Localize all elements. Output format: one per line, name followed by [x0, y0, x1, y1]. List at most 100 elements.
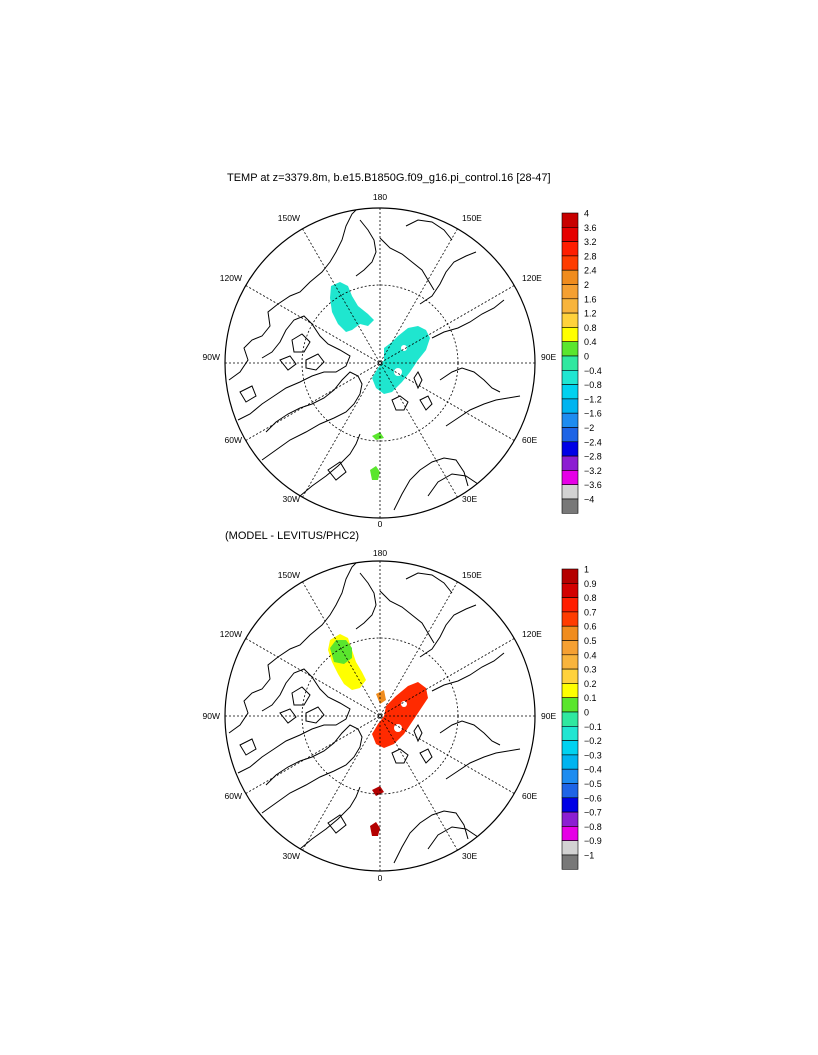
colorbar-label: 0.9 — [584, 579, 597, 589]
colorbar-swatch — [561, 212, 579, 228]
colorbar-swatch — [561, 697, 579, 713]
lon-label: 0 — [378, 873, 383, 883]
colorbar-label: −4 — [584, 495, 594, 505]
colorbar-label: −0.5 — [584, 779, 602, 789]
colorbar-swatch — [561, 611, 579, 627]
colorbar-swatch — [561, 498, 579, 514]
panel-1-map: 180 150E 120E 90E 60E 30E 0 30W 60W 90W … — [203, 192, 602, 529]
panel-1-colorbar: 4 3.6 3.2 2.8 2.4 2 1.6 1.2 0.8 0.4 0 −0.4 −0.8 −1.2 −… — [561, 209, 602, 514]
colorbar-label: 2.8 — [584, 251, 597, 261]
colorbar-swatch — [561, 298, 579, 314]
colorbar-swatch — [561, 582, 579, 598]
colorbar-swatch — [561, 811, 579, 827]
colorbar-swatch — [561, 412, 579, 428]
colorbar-label: −0.4 — [584, 765, 602, 775]
colorbar-swatch — [561, 711, 579, 727]
colorbar-label: −1.6 — [584, 409, 602, 419]
colorbar-label: −3.6 — [584, 480, 602, 490]
colorbar-label: −0.6 — [584, 793, 602, 803]
colorbar-swatch — [561, 668, 579, 684]
colorbar-label: −0.9 — [584, 836, 602, 846]
colorbar-label: 0 — [584, 708, 589, 718]
panel-2-shade-atlantic — [370, 822, 380, 836]
colorbar-swatch — [561, 369, 579, 385]
lon-label: 30W — [283, 851, 300, 861]
lon-label: 60E — [522, 435, 537, 445]
colorbar-label: 0.8 — [584, 323, 597, 333]
colorbar-swatch — [561, 740, 579, 756]
panel-2-coastlines — [228, 561, 521, 864]
colorbar-label: 4 — [584, 209, 589, 219]
panel-1-coastlines — [228, 208, 521, 511]
colorbar-swatch — [561, 470, 579, 485]
lon-label: 30E — [462, 851, 477, 861]
colorbar-label: −0.1 — [584, 722, 602, 732]
colorbar-swatch — [561, 484, 579, 500]
colorbar-label: 2.4 — [584, 266, 597, 276]
colorbar-label: 0.4 — [584, 337, 597, 347]
panel-1-shade-eurasian-basin — [372, 326, 430, 394]
colorbar-label: 1 — [584, 565, 589, 575]
colorbar-swatch — [561, 441, 579, 457]
panel-1-shade-atlantic — [370, 466, 380, 480]
panel-1-shade-canada-basin — [330, 282, 374, 332]
panel-2-shade-nordic — [372, 786, 384, 796]
lon-label: 120E — [522, 629, 542, 639]
colorbar-swatch — [561, 854, 579, 870]
colorbar-label: 0.1 — [584, 693, 597, 703]
colorbar-swatch — [561, 455, 579, 471]
colorbar-swatch — [561, 255, 579, 271]
colorbar-swatch — [561, 754, 579, 770]
panel-1-title: TEMP at z=3379.8m, b.e15.B1850G.f09_g16.… — [227, 172, 551, 184]
lon-label: 30E — [462, 494, 477, 504]
colorbar-swatch — [561, 284, 579, 300]
panel-2-colorbar: 1 0.9 0.8 0.7 0.6 0.5 0.4 0.3 0.2 0.1 0 −0.1 −0.2 −0.… — [561, 565, 602, 870]
colorbar-swatch — [561, 241, 579, 257]
colorbar-swatch — [561, 654, 579, 670]
colorbar-label: 0 — [584, 352, 589, 362]
lon-label: 150E — [462, 213, 482, 223]
colorbar-label: −2.4 — [584, 437, 602, 447]
colorbar-label: 0.2 — [584, 679, 597, 689]
lon-label: 120W — [220, 629, 242, 639]
colorbar-swatch — [561, 840, 579, 856]
colorbar-swatch — [561, 797, 579, 813]
colorbar-swatch — [561, 826, 579, 842]
panel-2-title: (MODEL - LEVITUS/PHC2) — [225, 530, 360, 542]
lon-label: 60E — [522, 791, 537, 801]
colorbar-swatch — [561, 227, 579, 242]
lon-label: 90W — [203, 711, 220, 721]
colorbar-label: −0.8 — [584, 822, 602, 832]
colorbar-swatch — [561, 568, 579, 584]
lon-label: 30W — [283, 494, 300, 504]
lon-label: 180 — [373, 192, 387, 202]
colorbar-swatch — [561, 312, 579, 328]
colorbar-swatch — [561, 597, 579, 613]
colorbar-label: −2 — [584, 423, 594, 433]
lon-label: 90W — [203, 352, 220, 362]
colorbar-label: −0.3 — [584, 750, 602, 760]
colorbar-swatch — [561, 355, 579, 371]
colorbar-swatch — [561, 384, 579, 400]
panel-2-shade-small-orange — [376, 690, 386, 704]
panel-1-shade-nordic — [372, 432, 384, 440]
colorbar-label: −3.2 — [584, 466, 602, 476]
colorbar-label: −0.7 — [584, 808, 602, 818]
colorbar-label: 0.7 — [584, 607, 597, 617]
colorbar-swatch — [561, 783, 579, 799]
colorbar-swatch — [561, 725, 579, 741]
colorbar-label: 3.6 — [584, 223, 597, 233]
panel-2-shade-eurasian-basin — [372, 682, 428, 748]
colorbar-swatch — [561, 683, 579, 699]
colorbar-label: 0.4 — [584, 650, 597, 660]
lon-label: 180 — [373, 548, 387, 558]
lon-label: 90E — [541, 711, 556, 721]
panel-2-graticule — [225, 561, 535, 871]
colorbar-label: 1.6 — [584, 294, 597, 304]
colorbar-label: −0.2 — [584, 736, 602, 746]
colorbar-swatch — [561, 640, 579, 656]
colorbar-label: 2 — [584, 280, 589, 290]
colorbar-label: 3.2 — [584, 237, 597, 247]
colorbar-swatch — [561, 341, 579, 357]
lon-label: 0 — [378, 519, 383, 529]
